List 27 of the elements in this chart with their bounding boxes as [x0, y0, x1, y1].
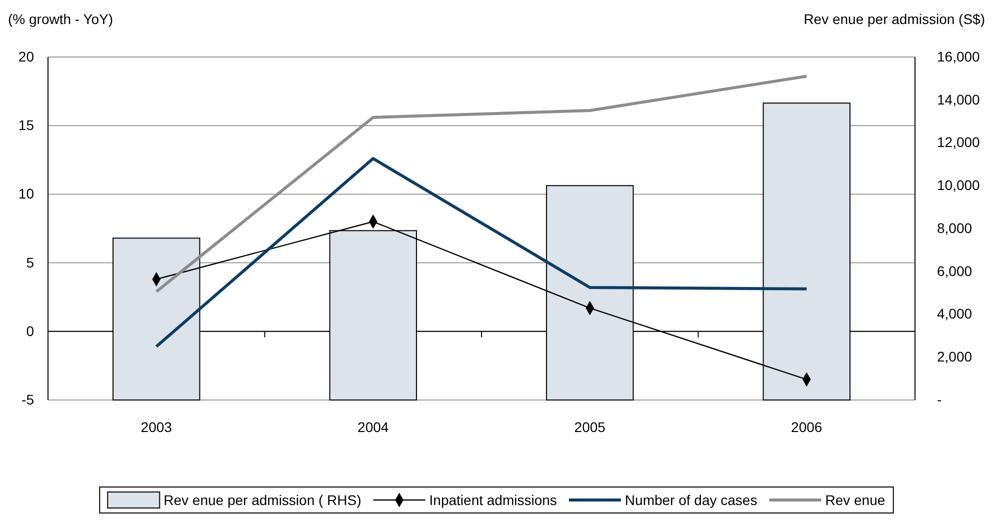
y-tick-label: 20: [18, 48, 34, 64]
y-tick-label: 10: [18, 186, 34, 202]
legend-label: Number of day cases: [624, 492, 758, 508]
x-tick-label: 2005: [574, 418, 606, 435]
y2-tick-label: 2,000: [937, 348, 972, 365]
line-series: [154, 74, 808, 294]
y-tick-label: 0: [26, 322, 34, 339]
y2-tick-label: 8,000: [937, 220, 972, 236]
y2-tick-label: 10,000: [937, 177, 980, 194]
x-tick-label: 2006: [791, 418, 822, 435]
y2-axis-title: Rev enue per admission (S$): [804, 11, 985, 27]
x-tick-label: 2003: [140, 418, 172, 435]
y-tick-label: 5: [26, 254, 34, 270]
legend-label: Rev enue per admission ( RHS): [164, 492, 362, 508]
y-tick-label: -5: [22, 391, 34, 408]
line-series: [154, 157, 808, 348]
y-tick-label: 15: [18, 117, 34, 134]
y-axis-title: (% growth - YoY): [8, 11, 114, 27]
y2-tick-label: 16,000: [937, 48, 980, 64]
y2-tick-label: 4,000: [937, 306, 972, 322]
y2-tick-label: -: [937, 391, 942, 408]
x-tick-label: 2004: [358, 418, 389, 435]
legend-label: Inpatient admissions: [429, 492, 557, 508]
y2-tick-label: 12,000: [937, 134, 980, 150]
legend-label: Rev enue: [825, 492, 886, 508]
y2-tick-label: 14,000: [937, 91, 980, 108]
y2-tick-label: 6,000: [937, 262, 972, 279]
